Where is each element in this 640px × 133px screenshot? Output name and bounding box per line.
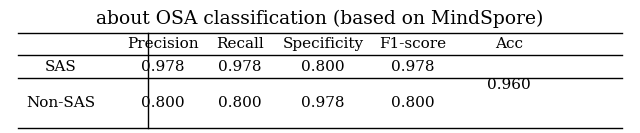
Text: about OSA classification (based on MindSpore): about OSA classification (based on MindS…: [96, 10, 544, 28]
Text: 0.800: 0.800: [141, 96, 185, 110]
Text: Precision: Precision: [127, 37, 199, 51]
Text: 0.978: 0.978: [218, 60, 262, 74]
Text: 0.960: 0.960: [487, 78, 531, 92]
Text: Acc: Acc: [495, 37, 523, 51]
Text: Specificity: Specificity: [283, 37, 364, 51]
Text: 0.978: 0.978: [391, 60, 435, 74]
Text: 0.800: 0.800: [301, 60, 345, 74]
Text: 0.800: 0.800: [391, 96, 435, 110]
Text: SAS: SAS: [45, 60, 77, 74]
Text: 0.800: 0.800: [218, 96, 262, 110]
Text: 0.978: 0.978: [141, 60, 185, 74]
Text: F1-score: F1-score: [380, 37, 446, 51]
Text: 0.978: 0.978: [301, 96, 345, 110]
Text: Recall: Recall: [216, 37, 264, 51]
Text: Non-SAS: Non-SAS: [26, 96, 95, 110]
